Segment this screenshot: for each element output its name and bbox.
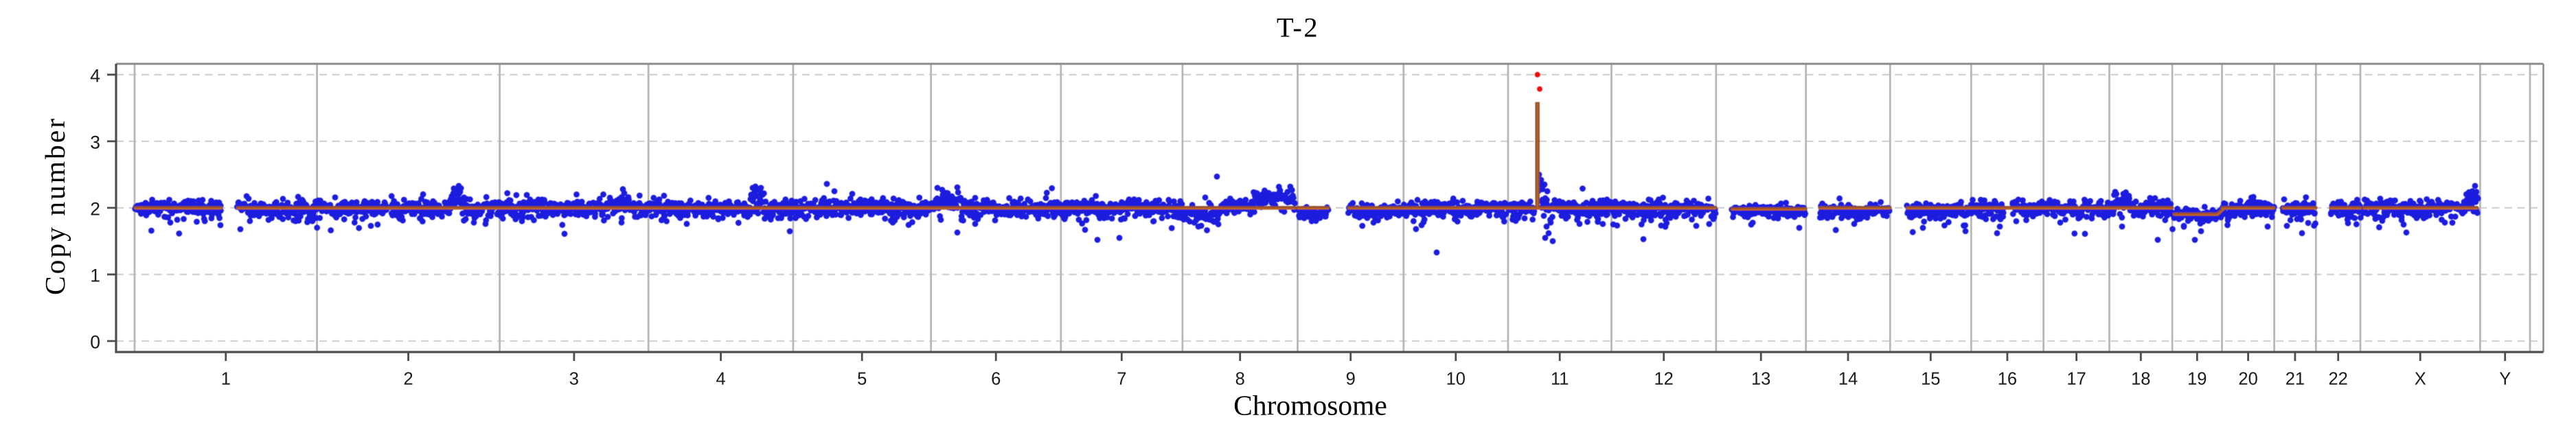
svg-text:8: 8	[1235, 370, 1245, 389]
svg-text:15: 15	[1921, 370, 1940, 389]
svg-text:7: 7	[1117, 370, 1126, 389]
svg-text:3: 3	[569, 370, 579, 389]
svg-text:1: 1	[221, 370, 231, 389]
svg-text:16: 16	[1998, 370, 2017, 389]
svg-text:11: 11	[1551, 370, 1569, 389]
svg-text:Copy number: Copy number	[39, 117, 71, 295]
svg-text:13: 13	[1751, 370, 1770, 389]
svg-text:14: 14	[1838, 370, 1858, 389]
svg-text:17: 17	[2066, 370, 2086, 389]
svg-text:19: 19	[2187, 370, 2207, 389]
svg-text:10: 10	[1446, 370, 1466, 389]
svg-text:0: 0	[90, 332, 100, 353]
svg-text:20: 20	[2238, 370, 2257, 389]
svg-text:18: 18	[2131, 370, 2150, 389]
svg-text:Y: Y	[2499, 370, 2511, 389]
svg-text:Chromosome: Chromosome	[1233, 390, 1387, 421]
svg-text:9: 9	[1346, 370, 1356, 389]
svg-text:12: 12	[1654, 370, 1674, 389]
svg-text:2: 2	[90, 198, 100, 219]
svg-text:X: X	[2415, 370, 2426, 389]
svg-text:5: 5	[857, 370, 867, 389]
svg-text:3: 3	[90, 132, 100, 152]
svg-text:22: 22	[2329, 370, 2348, 389]
svg-text:2: 2	[404, 370, 413, 389]
svg-text:6: 6	[991, 370, 1001, 389]
svg-text:1: 1	[90, 265, 100, 285]
svg-text:4: 4	[90, 65, 100, 86]
svg-text:T-2: T-2	[1277, 12, 1319, 43]
svg-text:21: 21	[2286, 370, 2305, 389]
svg-text:4: 4	[716, 370, 726, 389]
